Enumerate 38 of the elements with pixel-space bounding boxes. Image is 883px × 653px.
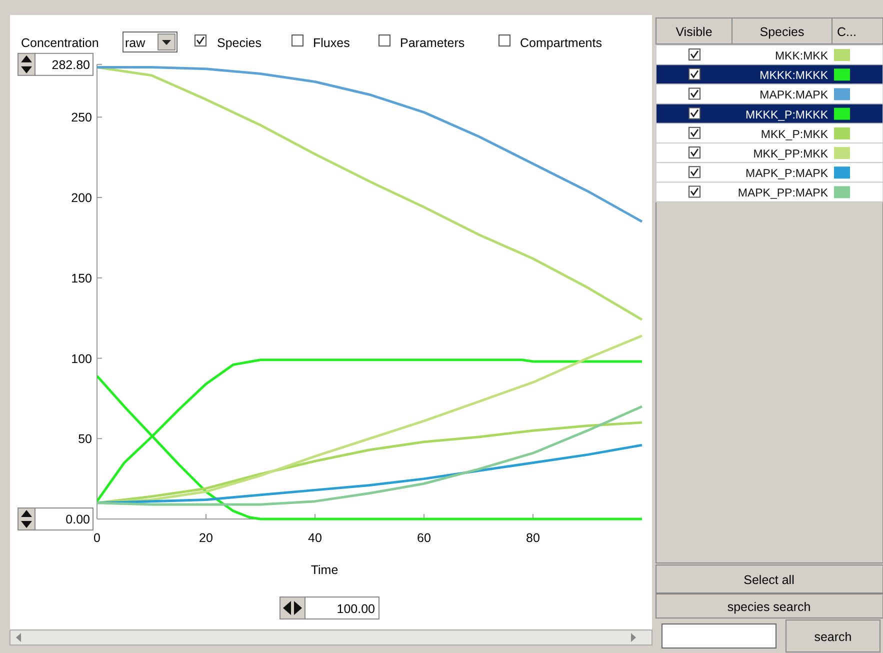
text: Species [760,25,804,39]
x-tick-label: 40 [308,531,322,545]
x-tick-label: 60 [417,531,431,545]
legend-label: MKKK_P:MKKK [746,109,828,122]
legend-label: MKK_P:MKK [760,128,828,141]
legend-label: MAPK_PP:MAPK [738,188,828,200]
x-axis-title: Time [310,563,338,577]
text: Parameters [400,36,465,50]
y-tick-label: 150 [71,271,92,286]
x-tick-label: 80 [526,531,540,545]
text: Select all [744,573,794,587]
y-tick-label: 100 [71,352,92,366]
text: Compartments [520,36,602,50]
text: species search [727,600,811,614]
line-series [97,66,644,321]
legend-label: MAPK_P:MAPK [746,168,828,180]
y-tick-label: 50 [78,432,92,446]
text: Concentration [21,36,99,50]
y-tick-label: 250 [71,110,92,125]
line-series [97,444,644,504]
legend-label: MKK_PP:MKK [753,148,828,160]
text: raw [125,36,146,50]
y-tick-label: 0.00 [66,512,90,526]
x-tick-label: 0 [94,531,101,545]
text: 100.00 [336,602,376,616]
text: Fluxes [313,36,350,50]
legend-label: MAPK:MAPK [760,90,828,102]
text: search [814,630,852,644]
legend-label: MKK:MKK [774,50,828,62]
line-series [97,405,644,506]
y-tick-label: 200 [71,191,92,205]
text: Visible [676,25,712,39]
line-series [97,66,644,223]
legend-label: MKKK:MKKK [760,70,828,82]
y-tick-label: 282.80 [52,58,90,72]
x-tick-label: 20 [199,531,213,545]
text: Species [217,36,262,50]
text: C... [837,25,856,39]
